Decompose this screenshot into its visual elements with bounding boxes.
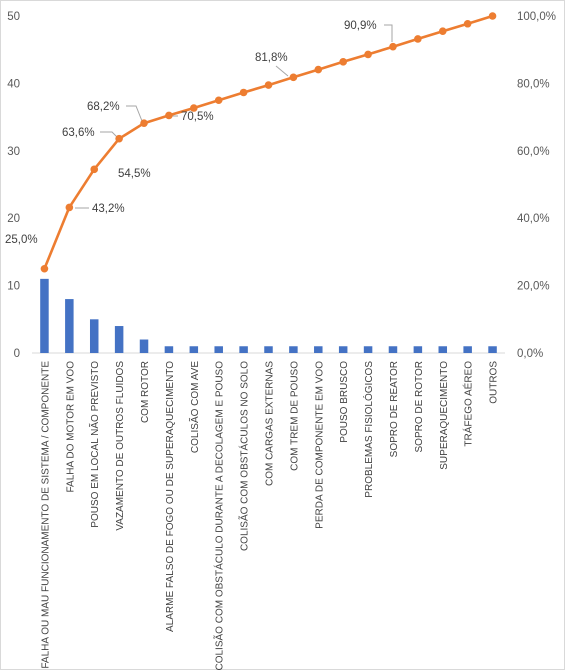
- data-label: 63,6%: [62, 127, 95, 139]
- left-tick-label: 50: [7, 11, 20, 23]
- right-tick-label: 80,0%: [517, 78, 550, 90]
- category-labels: FALHA OU MAU FUNCIONAMENTO DE SISTEMA / …: [40, 361, 499, 670]
- right-axis: 0,0% 20,0% 40,0% 60,0% 80,0% 100,0%: [517, 11, 556, 360]
- bar: [89, 319, 99, 353]
- bar: [114, 326, 124, 353]
- leader-line: [100, 131, 119, 139]
- bar: [239, 346, 248, 353]
- category-label: SOPRO DE REATOR: [389, 361, 400, 457]
- leader-line: [275, 65, 289, 77]
- line-point: [165, 111, 173, 120]
- line-point: [90, 165, 99, 174]
- bar: [488, 346, 497, 353]
- leader-line: [384, 24, 393, 42]
- line-point: [239, 88, 248, 97]
- line-point: [364, 50, 372, 59]
- category-label: VAZAMENTO DE OUTROS FLUIDOS: [115, 361, 126, 531]
- bar: [314, 346, 323, 353]
- bar: [463, 346, 472, 353]
- bar: [164, 346, 174, 353]
- category-label: COM CARGAS EXTERNAS: [265, 361, 276, 486]
- category-label: OUTROS: [489, 361, 500, 404]
- bar: [289, 346, 298, 353]
- category-label: POUSO EM LOCAL NÃO PREVISTO: [88, 361, 101, 528]
- right-tick-label: 60,0%: [517, 146, 550, 158]
- line-point: [214, 96, 223, 105]
- bar-series: [40, 278, 497, 353]
- data-label: 81,8%: [255, 52, 288, 64]
- bar: [189, 346, 199, 353]
- bar: [40, 278, 49, 353]
- line-point: [414, 35, 422, 43]
- line-point: [314, 65, 323, 74]
- left-tick-label: 20: [7, 213, 20, 225]
- data-label: 54,5%: [118, 168, 151, 180]
- bar: [214, 346, 223, 353]
- right-tick-label: 20,0%: [517, 281, 550, 293]
- data-label: 90,9%: [344, 20, 377, 32]
- line-point: [339, 58, 347, 66]
- bar: [139, 339, 149, 353]
- category-label: POUSO BRUSCO: [339, 361, 350, 443]
- data-label: 43,2%: [92, 203, 125, 215]
- line-point: [438, 27, 447, 35]
- left-tick-label: 10: [7, 281, 20, 293]
- category-label: COM ROTOR: [140, 361, 151, 423]
- right-tick-label: 40,0%: [517, 213, 550, 225]
- bar: [338, 346, 348, 353]
- bar: [388, 346, 398, 353]
- category-label: PROBLEMAS FISIOLÓGICOS: [362, 361, 375, 498]
- category-label: TRÁFEGO AÉREO: [462, 361, 475, 447]
- category-label: ALARME FALSO DE FOGO OU DE SUPERAQUECIME…: [165, 361, 176, 632]
- bar: [363, 346, 373, 353]
- category-label: FALHA OU MAU FUNCIONAMENTO DE SISTEMA / …: [40, 361, 51, 669]
- label-leaders: [75, 24, 393, 209]
- right-tick-label: 100,0%: [517, 11, 556, 23]
- data-label: 68,2%: [87, 101, 120, 113]
- category-label: SUPERAQUECIMENTO: [439, 361, 450, 470]
- line-point: [190, 104, 198, 112]
- line-point: [389, 42, 397, 51]
- category-label: FALHA DO MOTOR EM VOO: [65, 361, 76, 493]
- right-tick-label: 0,0%: [517, 348, 543, 360]
- line-point: [289, 73, 298, 82]
- left-axis: 0 10 20 30 40 50: [7, 11, 20, 360]
- category-label: COLISÃO COM AVE: [188, 361, 201, 453]
- category-label: COLISÃO COM OBSTÁCULOS NO SOLO: [238, 361, 251, 551]
- bar: [264, 346, 273, 353]
- leader-line: [126, 105, 143, 122]
- data-labels: 25,0% 43,2% 54,5% 63,6% 68,2% 70,5% 81,8% 90,9%: [5, 20, 377, 246]
- data-label: 25,0%: [5, 234, 38, 246]
- left-tick-label: 0: [14, 348, 20, 360]
- line-point: [488, 12, 497, 20]
- line-point: [115, 134, 123, 143]
- line-point: [40, 264, 49, 273]
- category-label: PERDA DE COMPONENTE EM VOO: [314, 361, 325, 529]
- line-point: [140, 119, 148, 127]
- left-tick-label: 30: [7, 146, 20, 158]
- line-markers: [40, 12, 497, 273]
- category-label: COLISÃO COM OBSTÁCULO DURANTE A DECOLAGE…: [213, 361, 226, 670]
- bar: [413, 346, 423, 353]
- category-label: COM TREM DE POUSO: [289, 361, 300, 471]
- line-point: [264, 81, 273, 89]
- bar: [65, 299, 74, 353]
- bar: [438, 346, 448, 353]
- category-label: SOPRO DE ROTOR: [414, 361, 425, 453]
- line-point: [463, 19, 472, 28]
- data-label: 70,5%: [181, 111, 214, 123]
- line-point: [65, 203, 74, 212]
- left-tick-label: 40: [7, 78, 20, 90]
